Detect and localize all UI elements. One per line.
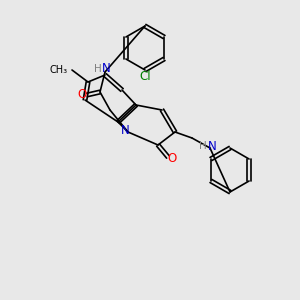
Text: Cl: Cl [139, 70, 151, 83]
Text: N: N [121, 124, 129, 136]
Text: O: O [77, 88, 87, 101]
Text: H: H [199, 141, 207, 151]
Text: CH₃: CH₃ [50, 65, 68, 75]
Text: N: N [208, 140, 216, 152]
Text: N: N [102, 62, 110, 76]
Text: O: O [167, 152, 177, 166]
Text: H: H [94, 64, 102, 74]
